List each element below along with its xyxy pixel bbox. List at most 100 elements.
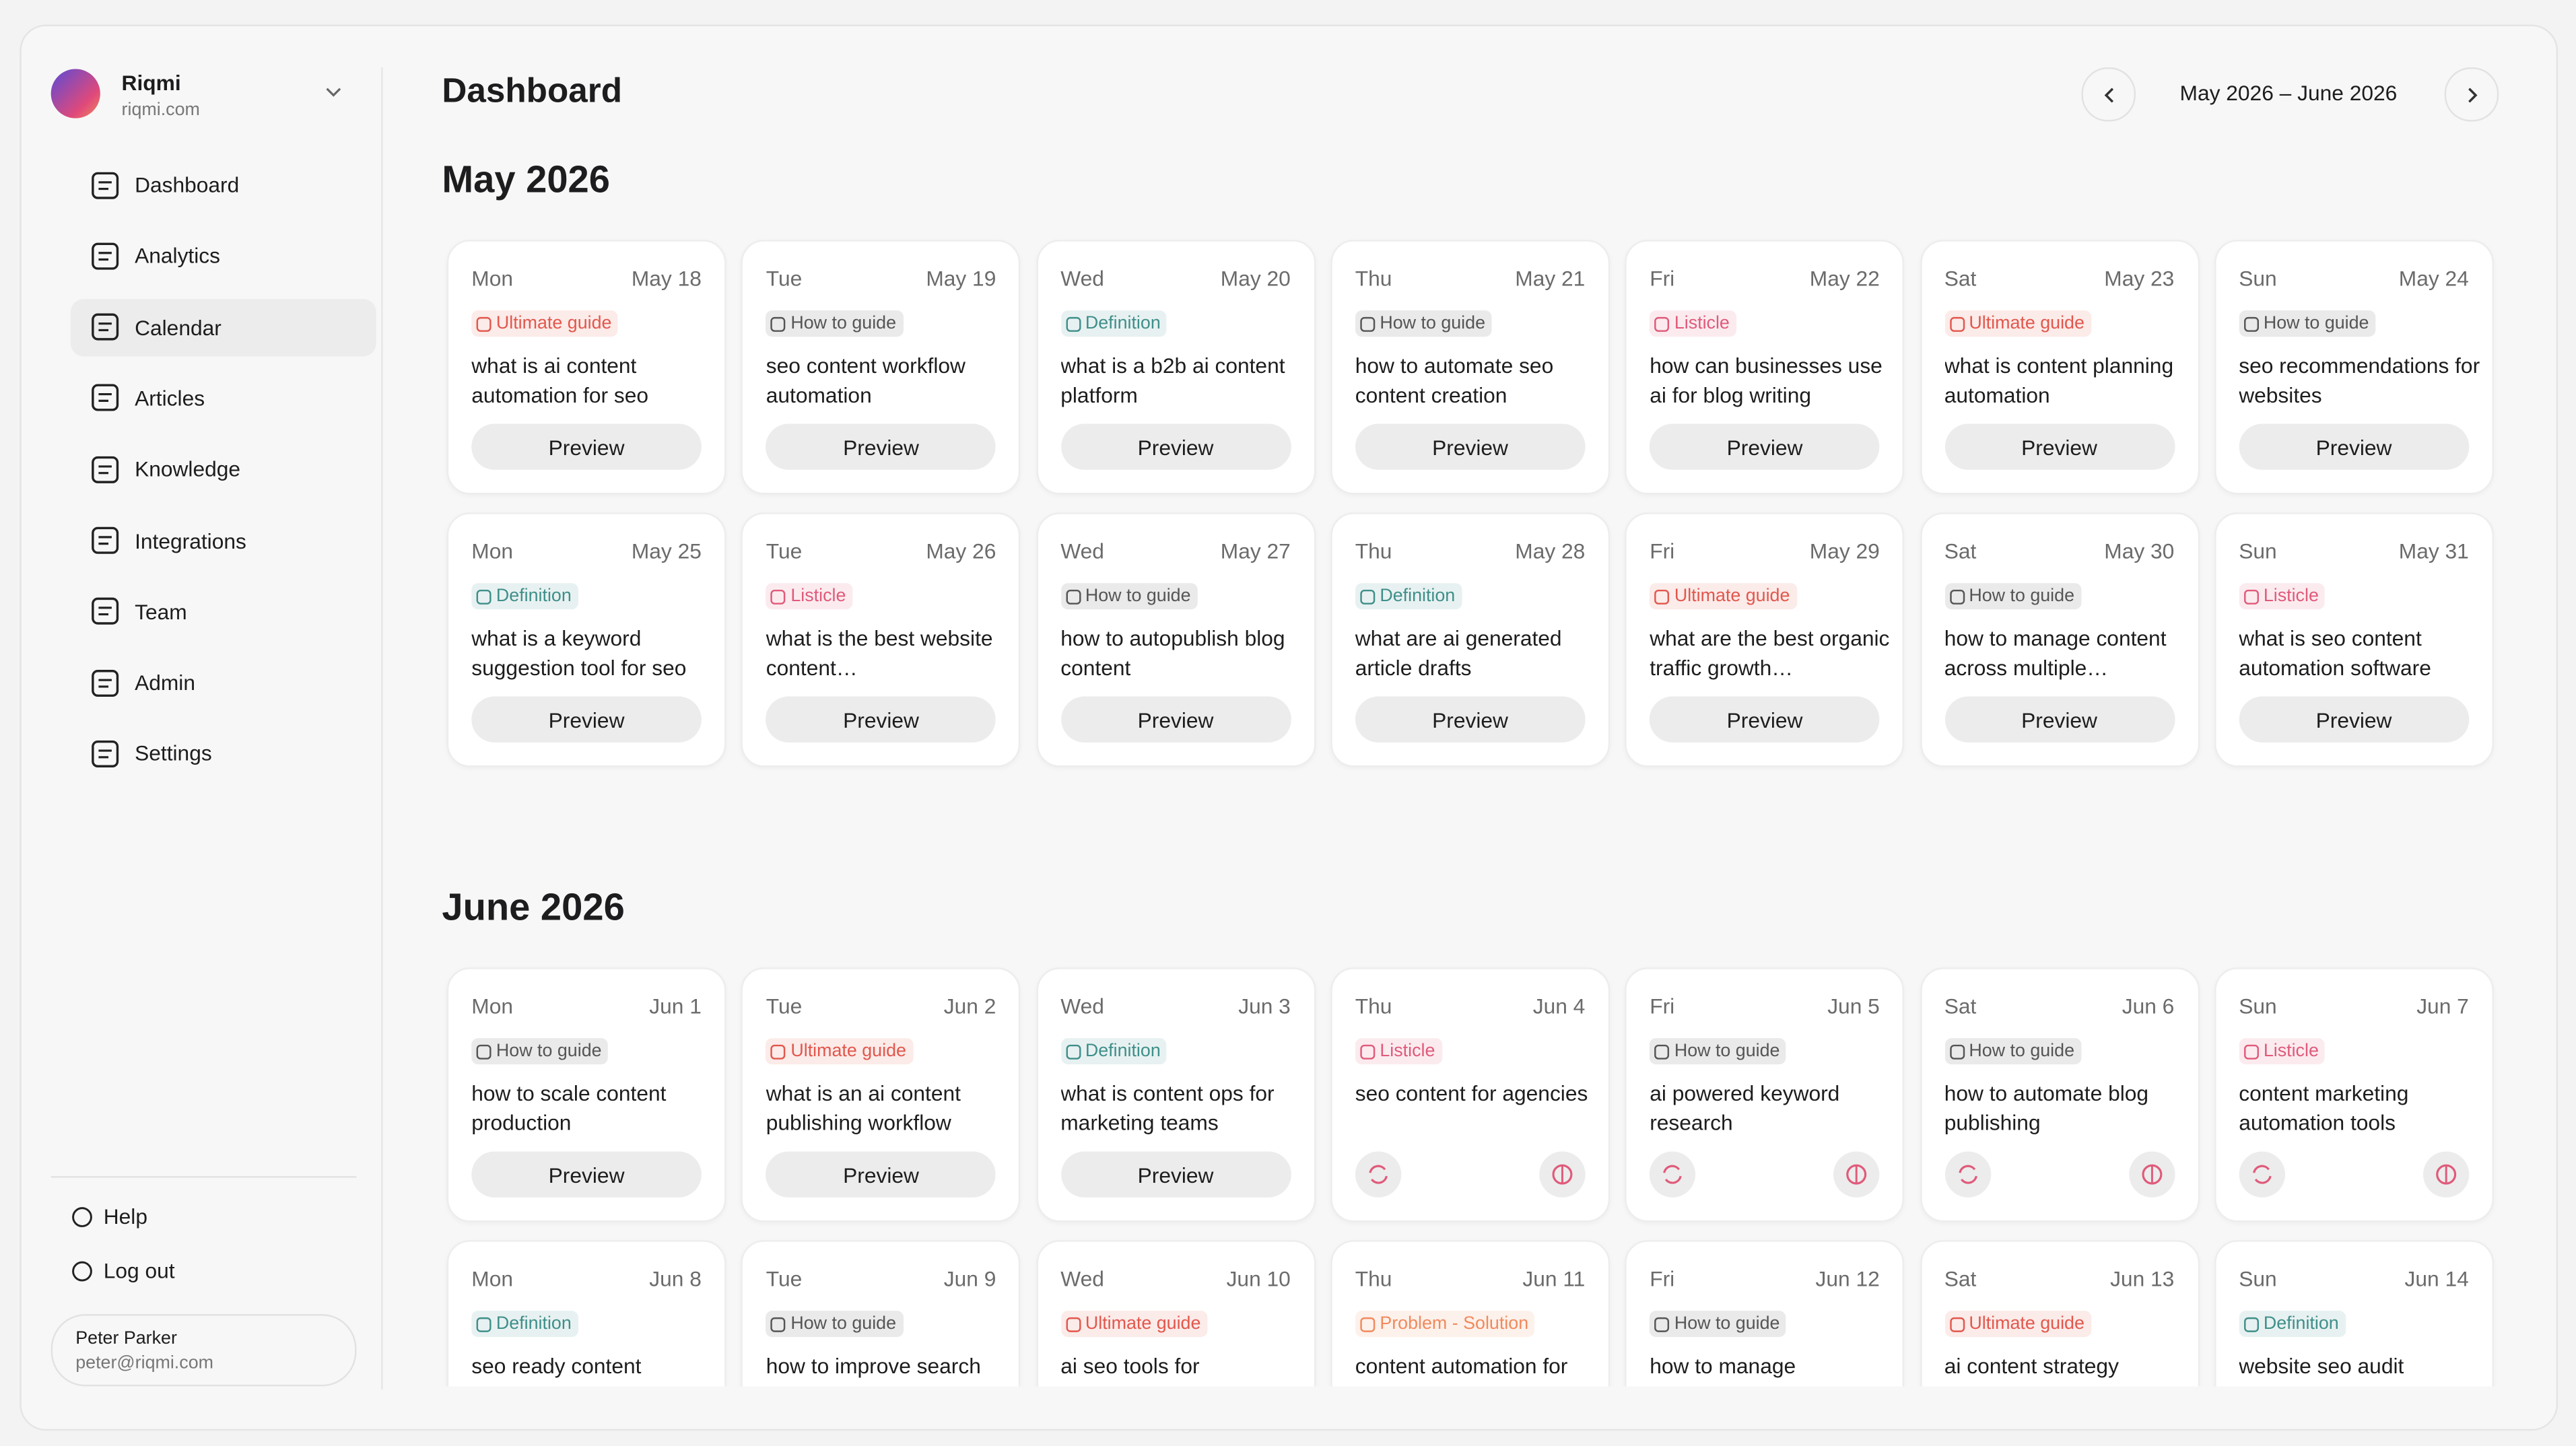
- weekday: Thu: [1355, 266, 1392, 291]
- date: Jun 5: [1827, 994, 1880, 1019]
- footer-icon: [72, 1206, 92, 1227]
- account[interactable]: Peter Parker peter@riqmi.com: [50, 1314, 357, 1387]
- nav-item[interactable]: Team: [71, 583, 376, 640]
- date: May 19: [926, 266, 996, 291]
- preview-button[interactable]: Preview: [2239, 696, 2469, 743]
- article-title: seo content workflow automation: [766, 353, 965, 408]
- publish-button[interactable]: [1539, 1151, 1586, 1198]
- refresh-button[interactable]: [1355, 1151, 1402, 1198]
- article-title: what is seo content automation software: [2239, 625, 2431, 681]
- publish-button[interactable]: [2128, 1151, 2175, 1198]
- weekday: Tue: [766, 1266, 803, 1291]
- account-name: Peter Parker: [75, 1328, 177, 1349]
- tag-label: How to guide: [1085, 586, 1191, 607]
- date: May 18: [631, 266, 702, 291]
- nav-item[interactable]: Settings: [71, 725, 376, 782]
- account-email: peter@riqmi.com: [75, 1353, 214, 1373]
- publish-button[interactable]: [1833, 1151, 1880, 1198]
- day-card: Tue May 26 Listicle what is the best websit…: [741, 512, 1021, 767]
- preview-button[interactable]: Preview: [1060, 423, 1291, 470]
- tag-icon: [1654, 316, 1670, 331]
- tag-icon: [1360, 1043, 1376, 1059]
- type-tag: How to guide: [766, 310, 903, 337]
- weekday: Sat: [1944, 994, 1977, 1019]
- date: May 27: [1220, 539, 1291, 563]
- preview-button[interactable]: Preview: [1355, 696, 1586, 743]
- preview-button[interactable]: Preview: [766, 1151, 996, 1198]
- day-card: Fri May 29 Ultimate guide what are the best…: [1625, 512, 1905, 767]
- preview-button[interactable]: Preview: [1060, 696, 1291, 743]
- nav-item[interactable]: Articles: [71, 370, 376, 427]
- tag-icon: [1654, 588, 1670, 604]
- type-tag: How to guide: [471, 1038, 609, 1065]
- preview-button[interactable]: Preview: [1650, 423, 1880, 470]
- refresh-button[interactable]: [1944, 1151, 1991, 1198]
- article-title: what is content planning automation: [1944, 353, 2174, 408]
- month-title: May 2026: [442, 158, 611, 201]
- nav-item[interactable]: Integrations: [71, 512, 376, 569]
- preview-button[interactable]: Preview: [766, 696, 996, 743]
- weekday: Thu: [1355, 1266, 1392, 1291]
- day-card: Sun May 31 Listicle what is seo content aut…: [2214, 512, 2494, 767]
- nav-item[interactable]: Analytics: [71, 227, 376, 284]
- date: May 24: [2398, 266, 2469, 291]
- article-title: what is ai content automation for seo: [471, 353, 649, 408]
- weekday: Wed: [1060, 1266, 1104, 1291]
- preview-button[interactable]: Preview: [471, 423, 702, 470]
- weekday: Tue: [766, 266, 803, 291]
- preview-button[interactable]: Preview: [2239, 423, 2469, 470]
- day-card: Sat May 23 Ultimate guide what is content p…: [1920, 240, 2199, 495]
- preview-button[interactable]: Preview: [1650, 696, 1880, 743]
- article-title: what is an ai content publishing workflo…: [766, 1080, 961, 1136]
- day-card: Wed May 27 How to guide how to autopublish …: [1036, 512, 1316, 767]
- article-title: content marketing automation tools: [2239, 1080, 2409, 1136]
- refresh-button[interactable]: [1650, 1151, 1696, 1198]
- date-range: May 2026 – June 2026: [2179, 80, 2398, 106]
- article-title: seo recommendations for websites: [2239, 353, 2480, 408]
- tag-label: Listicle: [2263, 1041, 2319, 1062]
- footer-item[interactable]: Help: [71, 1204, 147, 1229]
- article-title: ai seo tools for: [1060, 1353, 1200, 1379]
- weekday: Tue: [766, 539, 803, 563]
- preview-button[interactable]: Preview: [471, 1151, 702, 1198]
- date: Jun 9: [943, 1266, 996, 1291]
- type-tag: Definition: [1060, 310, 1167, 337]
- tag-icon: [476, 1043, 492, 1059]
- date: May 28: [1515, 539, 1586, 563]
- refresh-button[interactable]: [2239, 1151, 2285, 1198]
- article-title: what is content ops for marketing teams: [1060, 1080, 1275, 1136]
- preview-button[interactable]: Preview: [1944, 423, 2175, 470]
- footer-item[interactable]: Log out: [71, 1258, 175, 1283]
- nav-item[interactable]: Dashboard: [71, 156, 376, 213]
- preview-button[interactable]: Preview: [1944, 696, 2175, 743]
- weekday: Sun: [2239, 994, 2277, 1019]
- tag-icon: [2243, 316, 2259, 331]
- divider: [50, 1176, 357, 1178]
- date: Jun 2: [943, 994, 996, 1019]
- tag-icon: [2243, 1316, 2259, 1332]
- preview-button[interactable]: Preview: [1355, 423, 1586, 470]
- tag-icon: [1949, 316, 1965, 331]
- day-card: Wed Jun 3 Definition what is content ops fo…: [1036, 967, 1316, 1223]
- type-tag: How to guide: [2239, 310, 2376, 337]
- nav-item[interactable]: Knowledge: [71, 440, 376, 497]
- type-tag: Ultimate guide: [1944, 310, 2091, 337]
- prev-button[interactable]: [2081, 67, 2136, 122]
- nav-icon: [92, 526, 119, 554]
- preview-button[interactable]: Preview: [1060, 1151, 1291, 1198]
- preview-button[interactable]: Preview: [766, 423, 996, 470]
- type-tag: Definition: [471, 583, 578, 610]
- preview-button[interactable]: Preview: [471, 696, 702, 743]
- publish-button[interactable]: [2422, 1151, 2469, 1198]
- article-title: how to improve search: [766, 1353, 981, 1379]
- type-tag: Listicle: [2239, 583, 2326, 610]
- date: May 26: [926, 539, 996, 563]
- nav-item[interactable]: Calendar: [70, 298, 376, 356]
- next-button[interactable]: [2444, 67, 2499, 122]
- nav-label: Admin: [135, 670, 196, 695]
- tag-label: How to guide: [1674, 1314, 1780, 1334]
- dropdown[interactable]: [325, 85, 341, 99]
- type-tag: How to guide: [1355, 310, 1492, 337]
- day-card: Thu May 21 How to guide how to automate seo…: [1330, 240, 1610, 495]
- nav-item[interactable]: Admin: [71, 654, 376, 711]
